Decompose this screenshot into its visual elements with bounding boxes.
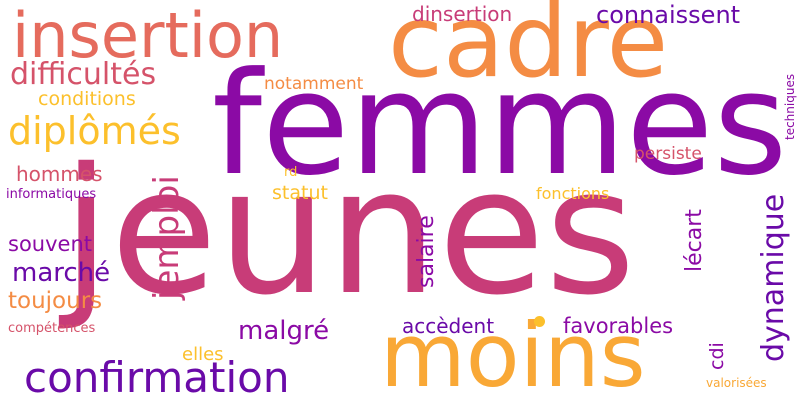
word-souvent: souvent	[8, 232, 92, 256]
word-femmes: femmes	[212, 42, 788, 207]
word-conditions: conditions	[38, 88, 136, 110]
word-jeunes: jeunes	[62, 131, 636, 334]
word-techniques: techniques	[783, 73, 797, 140]
word-diplomes: diplômés	[8, 109, 181, 153]
word-jemploi: jemploi	[147, 175, 187, 300]
word-malgre: malgré	[238, 316, 330, 346]
word-notamment: notamment	[264, 74, 364, 94]
word-confirmation: confirmation	[24, 353, 290, 400]
word-insertion: insertion	[12, 0, 284, 72]
word-dinsertion: dinsertion	[412, 2, 513, 26]
word-hommes: hommes	[16, 162, 103, 186]
word-lecart: lécart	[682, 209, 707, 272]
word-toujours: toujours	[8, 288, 103, 314]
word-valorisees: valorisées	[706, 376, 767, 390]
word-difficultes: difficultés	[10, 57, 157, 92]
word-dynamique: dynamique	[756, 193, 791, 362]
word-elles: elles	[182, 344, 224, 365]
word-rd: rd	[284, 165, 298, 180]
word-cdi: cdi	[706, 342, 728, 370]
word-moins: moins	[380, 304, 646, 400]
word-connaissent: connaissent	[596, 1, 741, 29]
word-accedent: accèdent	[402, 314, 495, 338]
word-salaire: salaire	[414, 215, 439, 288]
word-favorables: favorables	[563, 314, 674, 338]
word-cadre: cadre	[388, 0, 669, 100]
word-informatiques: informatiques	[6, 187, 97, 202]
word-marche: marché	[12, 258, 111, 288]
word-fonctions: fonctions	[536, 184, 610, 203]
word-statut: statut	[272, 182, 328, 204]
dot-mark	[534, 316, 545, 327]
word-persiste: persiste	[634, 144, 702, 164]
word-competences: compétences	[8, 321, 96, 336]
